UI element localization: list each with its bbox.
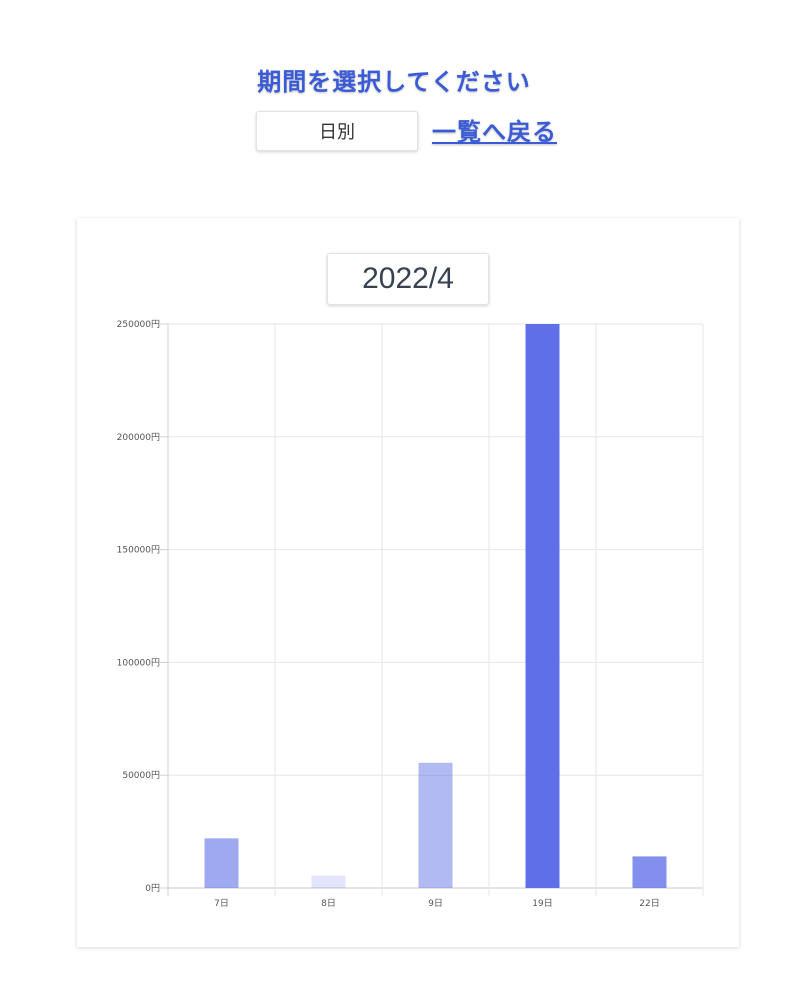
y-tick-label: 250000円 (117, 319, 160, 330)
bar-chart: 0円 50000円 100000円 150000円 200000円 250000円 7日 8日… (117, 319, 704, 909)
bar-7日 (204, 838, 239, 888)
y-tick-label: 50000円 (122, 770, 160, 781)
y-tick-label: 100000円 (117, 657, 160, 668)
y-tick-label: 0円 (145, 883, 160, 894)
bar-9日 (418, 762, 453, 888)
x-tick-label: 19日 (532, 898, 552, 909)
x-tick-label: 8日 (321, 898, 336, 909)
bar-19日 (525, 324, 560, 888)
period-select[interactable]: 日別 (256, 111, 418, 151)
period-select-value: 日別 (319, 122, 355, 143)
x-tick-label: 22日 (639, 898, 659, 909)
x-tick-label: 7日 (214, 898, 229, 909)
chart-card: 2022/4 0円 50000円 100000円 150000円 200000円 2500… (77, 218, 739, 947)
page-title: 期間を選択してください (257, 68, 531, 96)
bar-22日 (632, 856, 667, 888)
x-tick-label: 9日 (428, 898, 443, 909)
y-tick-label: 200000円 (117, 432, 160, 443)
back-to-list-link[interactable]: 一覧へ戻る (432, 118, 557, 146)
y-tick-label: 150000円 (117, 545, 160, 556)
bar-8日 (311, 875, 346, 888)
month-label: 2022/4 (327, 253, 489, 305)
